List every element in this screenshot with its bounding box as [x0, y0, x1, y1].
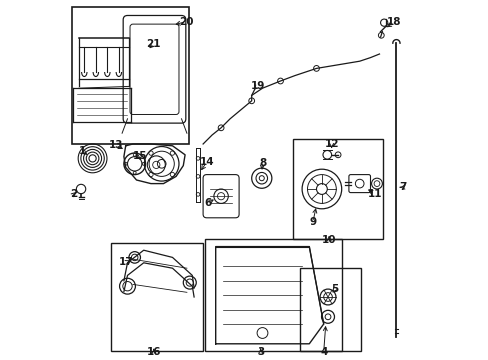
Text: 5: 5	[331, 284, 338, 294]
Text: 17: 17	[119, 257, 133, 267]
Text: 10: 10	[321, 235, 336, 246]
Bar	[72, 7, 188, 144]
Text: 8: 8	[258, 158, 265, 168]
Text: 21: 21	[146, 39, 161, 49]
Text: 9: 9	[309, 217, 316, 227]
Bar	[204, 239, 341, 351]
Bar	[300, 268, 361, 351]
Text: 13: 13	[108, 140, 123, 150]
Text: 1: 1	[79, 146, 86, 156]
Text: 6: 6	[204, 198, 212, 208]
Text: 12: 12	[324, 139, 338, 149]
Text: 11: 11	[367, 189, 381, 199]
Bar	[292, 139, 382, 239]
Text: 15: 15	[133, 151, 147, 161]
Text: 2: 2	[70, 189, 77, 199]
Text: 19: 19	[250, 81, 264, 91]
Text: 7: 7	[398, 182, 406, 192]
Text: 16: 16	[146, 347, 161, 357]
Bar	[111, 243, 203, 351]
Text: 18: 18	[386, 17, 401, 27]
Text: 14: 14	[199, 157, 214, 167]
Text: 4: 4	[319, 347, 327, 357]
Text: 3: 3	[257, 347, 264, 357]
Text: 20: 20	[179, 17, 193, 27]
